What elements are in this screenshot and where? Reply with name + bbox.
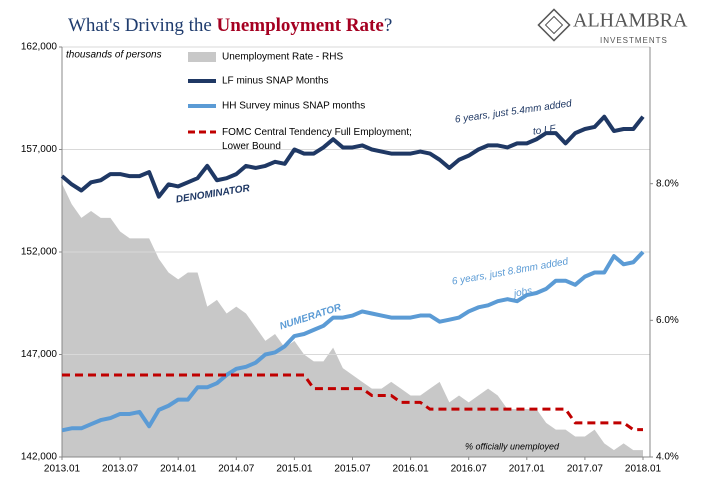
- x-tick-label: 2016.07: [451, 464, 488, 475]
- y2-tick-label: 8.0%: [656, 178, 679, 189]
- legend-label-line: Lower Bound: [222, 141, 281, 152]
- y-tick-label: 142,000: [21, 452, 58, 463]
- x-tick-label: 2014.07: [218, 464, 255, 475]
- title-part: Unemployment Rate: [217, 15, 384, 36]
- line: [60, 114, 645, 199]
- legend-label: Unemployment Rate - RHS: [222, 52, 343, 63]
- x-tick-label: 2013.07: [102, 464, 139, 475]
- y-tick-label: 162,000: [21, 42, 58, 53]
- dashed-line: [62, 373, 643, 432]
- line: [61, 250, 645, 433]
- x-tick-label: 2018.01: [625, 464, 662, 475]
- annotation: to LF: [532, 123, 557, 137]
- logo-subtext: INVESTMENTS: [600, 36, 668, 45]
- logo-icon: [544, 15, 564, 35]
- title-part: What's Driving the: [68, 15, 217, 36]
- title-part: ?: [384, 15, 392, 36]
- logo: ALHAMBRA INVESTMENTS: [537, 8, 688, 45]
- logo-text: ALHAMBRA: [573, 10, 688, 32]
- x-tick-label: 2015.01: [276, 464, 313, 475]
- legend-label: LF minus SNAP Months: [222, 76, 329, 87]
- y-tick-label: 147,000: [21, 349, 58, 360]
- y2-tick-label: 6.0%: [656, 315, 679, 326]
- x-tick-label: 2013.01: [44, 464, 81, 475]
- x-tick-label: 2015.07: [334, 464, 371, 475]
- x-tick-label: 2017.07: [567, 464, 604, 475]
- legend-label: HH Survey minus SNAP months: [222, 101, 365, 112]
- chart-title: What's Driving the Unemployment Rate?: [68, 15, 392, 36]
- legend-label-line: FOMC Central Tendency Full Employment;: [222, 127, 412, 138]
- logo-icon: [537, 8, 571, 42]
- legend-label: FOMC Central Tendency Full Employment; Lo…: [222, 127, 412, 152]
- x-tick-label: 2014.01: [160, 464, 197, 475]
- annotation: % officially unemployed: [465, 441, 560, 451]
- y-tick-label: 152,000: [21, 247, 58, 258]
- y-tick-label: 157,000: [21, 144, 58, 155]
- y2-tick-label: 4.0%: [656, 452, 679, 463]
- annotation: jobs: [511, 286, 533, 300]
- x-tick-label: 2016.01: [393, 464, 430, 475]
- axis-note: thousands of persons: [66, 50, 162, 61]
- legend-swatch: [188, 52, 216, 62]
- line-layer: [60, 114, 645, 433]
- x-tick-label: 2017.01: [509, 464, 546, 475]
